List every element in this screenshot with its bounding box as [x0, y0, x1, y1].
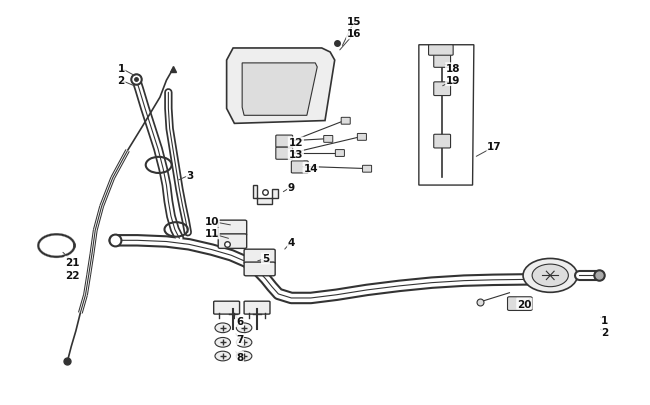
- FancyBboxPatch shape: [335, 150, 345, 157]
- Circle shape: [523, 259, 577, 292]
- Polygon shape: [252, 185, 278, 205]
- Circle shape: [532, 264, 568, 287]
- Text: 5: 5: [262, 254, 269, 264]
- Circle shape: [215, 351, 231, 361]
- Text: 15: 15: [347, 17, 361, 27]
- Text: 14: 14: [304, 163, 318, 173]
- Text: 10: 10: [205, 217, 219, 227]
- FancyBboxPatch shape: [363, 166, 372, 173]
- Circle shape: [237, 323, 252, 333]
- FancyBboxPatch shape: [324, 136, 333, 143]
- FancyBboxPatch shape: [244, 262, 275, 276]
- Text: 2: 2: [118, 76, 125, 86]
- FancyBboxPatch shape: [214, 301, 240, 314]
- FancyBboxPatch shape: [244, 301, 270, 314]
- FancyBboxPatch shape: [434, 83, 450, 96]
- Text: 7: 7: [236, 334, 243, 344]
- FancyBboxPatch shape: [276, 148, 292, 160]
- Text: 6: 6: [236, 317, 243, 326]
- FancyBboxPatch shape: [508, 297, 532, 311]
- Text: 1: 1: [601, 315, 608, 325]
- FancyBboxPatch shape: [434, 135, 450, 149]
- Text: 19: 19: [446, 76, 460, 86]
- Polygon shape: [227, 49, 335, 124]
- FancyBboxPatch shape: [428, 46, 453, 56]
- FancyBboxPatch shape: [291, 162, 308, 173]
- Text: 17: 17: [488, 142, 502, 152]
- Text: 21: 21: [66, 257, 80, 267]
- Text: 1: 1: [118, 64, 125, 74]
- Text: 9: 9: [288, 182, 295, 192]
- Text: 2: 2: [601, 327, 608, 337]
- Text: 4: 4: [288, 237, 295, 247]
- Text: 3: 3: [187, 170, 194, 180]
- Text: 11: 11: [205, 229, 219, 239]
- Circle shape: [215, 323, 231, 333]
- Text: 8: 8: [236, 352, 243, 362]
- Text: 13: 13: [289, 150, 303, 160]
- Text: 12: 12: [289, 138, 303, 148]
- Text: 20: 20: [517, 299, 532, 309]
- FancyBboxPatch shape: [341, 118, 350, 125]
- Text: 22: 22: [66, 271, 80, 281]
- Circle shape: [237, 338, 252, 347]
- FancyBboxPatch shape: [358, 134, 367, 141]
- FancyBboxPatch shape: [276, 136, 292, 148]
- FancyBboxPatch shape: [244, 249, 275, 264]
- Polygon shape: [242, 64, 317, 116]
- Text: 18: 18: [446, 64, 460, 74]
- Circle shape: [237, 351, 252, 361]
- Circle shape: [215, 338, 231, 347]
- FancyBboxPatch shape: [218, 221, 247, 236]
- FancyBboxPatch shape: [434, 55, 450, 68]
- FancyBboxPatch shape: [218, 234, 247, 249]
- Text: 16: 16: [347, 30, 361, 39]
